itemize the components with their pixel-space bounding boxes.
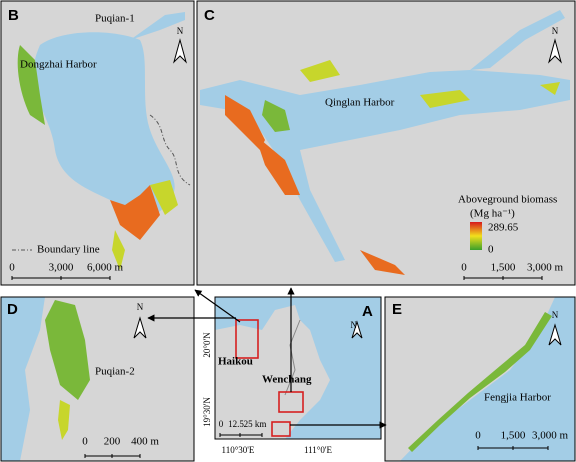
scale-label: 25 km bbox=[244, 419, 267, 429]
mangrove bbox=[112, 180, 178, 270]
scale-label: 0 bbox=[461, 262, 467, 274]
water bbox=[200, 10, 570, 262]
water bbox=[33, 12, 185, 219]
longitude-label: 111°0'E bbox=[304, 445, 333, 455]
panel-letter: A bbox=[362, 303, 373, 320]
panel-letter: B bbox=[8, 7, 19, 24]
scale-bar: 0 3,000 6,000 m bbox=[9, 262, 123, 280]
place-label: Qinglan Harbor bbox=[325, 97, 395, 109]
land bbox=[215, 305, 330, 439]
scale-label: 0 bbox=[219, 419, 224, 429]
panel-e: E Fengjia Harbor N 0 1,500 3,000 m bbox=[384, 296, 576, 462]
legend-min: 0 bbox=[488, 244, 494, 256]
place-label: Fengjia Harbor bbox=[484, 392, 551, 404]
mangrove bbox=[300, 60, 560, 108]
scale-bar: 0 1,500 3,000 m bbox=[461, 262, 563, 280]
place-label: Puqian-1 bbox=[95, 13, 135, 25]
mangrove bbox=[58, 400, 70, 440]
scale-label: 0 bbox=[475, 430, 481, 442]
mangrove bbox=[110, 185, 160, 240]
legend-max: 289.65 bbox=[488, 222, 519, 234]
scale-line bbox=[463, 276, 543, 280]
frame bbox=[0, 296, 195, 462]
legend-unit: (Mg ha⁻¹) bbox=[470, 208, 515, 220]
scale-line bbox=[84, 454, 141, 458]
frame bbox=[214, 296, 382, 440]
mangrove bbox=[17, 45, 45, 125]
north-arrow bbox=[548, 323, 562, 346]
boundary bbox=[284, 319, 301, 396]
site-box[interactable] bbox=[271, 421, 291, 437]
scale-label: 1,500 bbox=[501, 430, 526, 442]
north-label: N bbox=[552, 310, 559, 320]
north-label: N bbox=[177, 26, 184, 36]
north-label: N bbox=[552, 26, 559, 36]
north-arrow bbox=[351, 320, 363, 339]
scale-bar: 0 1,500 3,000 m bbox=[475, 430, 568, 450]
scale-label: 1,500 bbox=[491, 262, 516, 274]
scale-line bbox=[11, 276, 111, 280]
frame bbox=[0, 0, 195, 286]
mangrove bbox=[45, 300, 90, 400]
link-arrow bbox=[194, 289, 241, 323]
longitude-label: 110°30'E bbox=[222, 445, 255, 455]
scale-label: 0 bbox=[82, 436, 88, 448]
place-label: Dongzhai Harbor bbox=[20, 59, 97, 71]
north-label: N bbox=[137, 302, 144, 312]
scale-label: 6,000 m bbox=[87, 262, 124, 274]
scale-label: 3,000 bbox=[49, 262, 74, 274]
north-arrow bbox=[548, 38, 562, 64]
legend-title: Aboveground biomass bbox=[458, 194, 557, 206]
scale-label: 3,000 m bbox=[532, 430, 569, 442]
scale-label: 3,000 m bbox=[527, 262, 564, 274]
panel-letter: C bbox=[204, 7, 215, 24]
scale-label: 400 m bbox=[131, 436, 159, 448]
latitude-label: 19°30'N bbox=[202, 397, 212, 427]
mangrove bbox=[262, 100, 290, 132]
mangrove bbox=[225, 95, 405, 275]
mangrove bbox=[408, 312, 552, 452]
water bbox=[1, 297, 45, 461]
panel-letter: E bbox=[392, 301, 402, 318]
latitude-label: 20°0'N bbox=[202, 332, 212, 358]
legend-label: Boundary line bbox=[37, 244, 100, 256]
north-arrow bbox=[133, 316, 147, 339]
color-ramp bbox=[470, 222, 482, 250]
site-box[interactable] bbox=[235, 319, 259, 359]
panel-c: C Qinglan Harbor N Aboveground biomass (… bbox=[196, 0, 576, 286]
scale-line bbox=[477, 446, 549, 450]
panel-letter: D bbox=[7, 301, 18, 318]
scale-bar: 0 12.5 25 km bbox=[219, 419, 267, 437]
place-label: Puqian-2 bbox=[95, 366, 135, 378]
scale-label: 0 bbox=[9, 262, 15, 274]
scale-bar: 0 200 400 m bbox=[82, 436, 159, 458]
panel-d: D Puqian-2 N 0 200 400 m bbox=[0, 296, 195, 462]
scale-line bbox=[219, 433, 263, 437]
frame bbox=[196, 0, 576, 286]
place-label: Haikou bbox=[218, 356, 253, 368]
place-label: Wenchang bbox=[262, 374, 312, 386]
panel-a: A N Haikou Wenchang 20°0'N 19°30'N 110°3… bbox=[202, 296, 382, 455]
scale-label: 200 bbox=[104, 436, 121, 448]
scale-label: 12.5 bbox=[228, 419, 244, 429]
panel-b: B Puqian-1 Dongzhai Harbor N Boundary li… bbox=[0, 0, 195, 286]
north-arrow bbox=[173, 38, 187, 64]
frame bbox=[384, 296, 576, 462]
north-label: N bbox=[351, 320, 358, 330]
